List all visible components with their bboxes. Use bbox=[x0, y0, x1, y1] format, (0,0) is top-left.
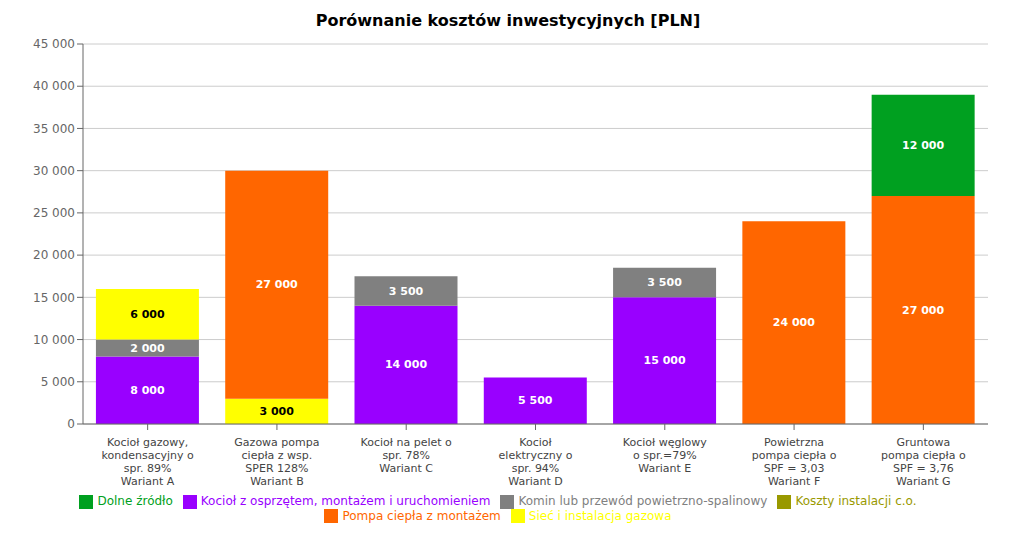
html-text:Pompa ciepła z montażem: Pompa ciepła z montażem bbox=[342, 508, 501, 523]
svg-text:5 000: 5 000 bbox=[41, 375, 75, 389]
svg-text:25 000: 25 000 bbox=[33, 206, 75, 220]
html-text:Dolne źródło: Dolne źródło bbox=[97, 494, 173, 508]
svg-text:Gruntowapompa ciepła oSPF = 3,: Gruntowapompa ciepła oSPF = 3,76Wariant … bbox=[881, 436, 966, 488]
svg-text:20 000: 20 000 bbox=[33, 248, 75, 262]
svg-text:10 000: 10 000 bbox=[33, 333, 75, 347]
svg-text:5 500: 5 500 bbox=[518, 394, 553, 407]
svg-text:2 000: 2 000 bbox=[130, 342, 165, 355]
svg-text:30 000: 30 000 bbox=[33, 164, 75, 178]
svg-text:15 000: 15 000 bbox=[644, 354, 686, 367]
svg-text:Powietrznapompa ciepła oSPF =: Powietrznapompa ciepła oSPF = 3,03Warian… bbox=[752, 436, 837, 488]
svg-text:27 000: 27 000 bbox=[902, 304, 944, 317]
html-text:Komin lub przewód powietrzno-s: Komin lub przewód powietrzno-spalinowy bbox=[518, 494, 768, 508]
svg-text:0: 0 bbox=[67, 417, 75, 431]
html-text:Kocioł z osprzętem, montażem i: Kocioł z osprzętem, montażem i uruchomie… bbox=[200, 494, 491, 508]
svg-text:3 000: 3 000 bbox=[259, 405, 294, 418]
svg-text:8 000: 8 000 bbox=[130, 384, 165, 397]
svg-text:3 500: 3 500 bbox=[389, 285, 424, 298]
svg-text:Kocioł gazowy,kondensacyjny os: Kocioł gazowy,kondensacyjny ospr. 89%War… bbox=[102, 436, 194, 488]
svg-text:6 000: 6 000 bbox=[130, 308, 165, 321]
svg-text:15 000: 15 000 bbox=[33, 291, 75, 305]
svg-text:Kocioł na pelet ospr. 78%Waria: Kocioł na pelet ospr. 78%Wariant C bbox=[361, 436, 452, 475]
svg-text:40 000: 40 000 bbox=[33, 79, 75, 93]
svg-text:35 000: 35 000 bbox=[33, 122, 75, 136]
svg-text:Kociołelektryczny ospr. 94%War: Kociołelektryczny ospr. 94%Wariant D bbox=[499, 436, 573, 488]
svg-text:Gazowa pompaciepła z wsp.SPER: Gazowa pompaciepła z wsp.SPER 128%Warian… bbox=[234, 436, 319, 488]
svg-text:14 000: 14 000 bbox=[385, 358, 427, 371]
svg-text:3 500: 3 500 bbox=[647, 276, 682, 289]
html-text:Koszty instalacji c.o.: Koszty instalacji c.o. bbox=[795, 494, 917, 508]
html-text:Sieć i instalacja gazowa: Sieć i instalacja gazowa bbox=[528, 508, 672, 523]
svg-text:Kocioł węglowyo spr.=79%Warian: Kocioł węglowyo spr.=79%Wariant E bbox=[623, 436, 707, 475]
html-text:Porównanie kosztów inwestycyjn: Porównanie kosztów inwestycyjnych [PLN] bbox=[315, 11, 701, 30]
svg-text:27 000: 27 000 bbox=[256, 278, 298, 291]
svg-text:24 000: 24 000 bbox=[773, 316, 815, 329]
svg-text:12 000: 12 000 bbox=[902, 139, 944, 152]
svg-text:45 000: 45 000 bbox=[33, 37, 75, 51]
